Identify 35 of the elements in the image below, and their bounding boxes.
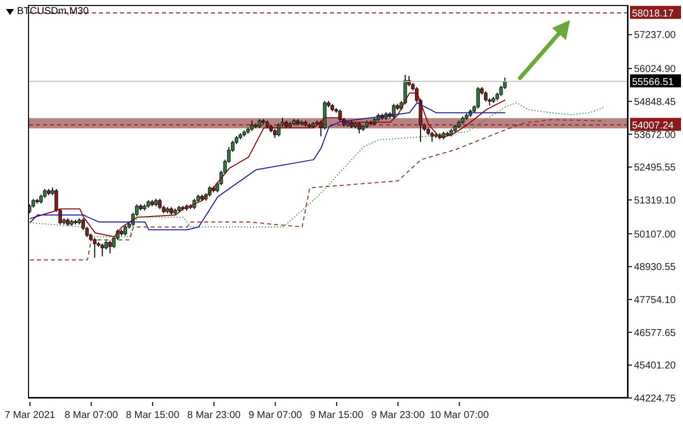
x-tick-label: 10 Mar 07:00 <box>430 410 490 421</box>
y-tick-label: 53672.00 <box>634 130 676 141</box>
y-tick-label: 57237.00 <box>634 30 676 42</box>
x-tick-label: 7 Mar 2021 <box>4 410 56 421</box>
y-tick-label: 44224.75 <box>634 394 676 405</box>
line-series <box>29 119 606 260</box>
candlestick <box>100 242 104 257</box>
candlestick <box>476 86 480 110</box>
line-series <box>29 102 606 238</box>
ref-line-label: 55566.51 <box>632 76 674 88</box>
ref-line-label: 54007.24 <box>632 120 674 132</box>
ref-line-label: 58018.17 <box>632 8 674 20</box>
candlestick <box>108 240 112 254</box>
candlestick <box>250 120 254 132</box>
y-tick-label: 45401.20 <box>634 360 676 372</box>
x-tick-label: 9 Mar 15:00 <box>310 410 364 421</box>
x-tick-label: 9 Mar 23:00 <box>371 410 426 421</box>
x-tick-label: 8 Mar 15:00 <box>126 410 180 421</box>
candlestick <box>124 224 128 236</box>
candlestick <box>430 131 434 142</box>
y-tick-label: 48930.55 <box>634 262 676 274</box>
x-tick-label: 8 Mar 07:00 <box>64 410 118 421</box>
candlestick <box>392 103 396 119</box>
candlestick <box>92 237 96 258</box>
y-tick-label: 51319.10 <box>634 195 676 206</box>
y-tick-label: 52495.55 <box>634 162 676 174</box>
candlestick <box>158 198 162 210</box>
y-tick-label: 56024.90 <box>634 64 676 76</box>
x-tick-label: 9 Mar 07:00 <box>248 410 302 421</box>
y-tick-label: 54848.45 <box>634 96 676 108</box>
y-tick-label: 50107.00 <box>634 229 676 240</box>
x-tick-label: 8 Mar 23:00 <box>187 410 242 421</box>
candlestick <box>484 90 488 102</box>
y-tick-label: 47754.10 <box>634 295 676 306</box>
y-tick-label: 46577.65 <box>634 328 676 339</box>
